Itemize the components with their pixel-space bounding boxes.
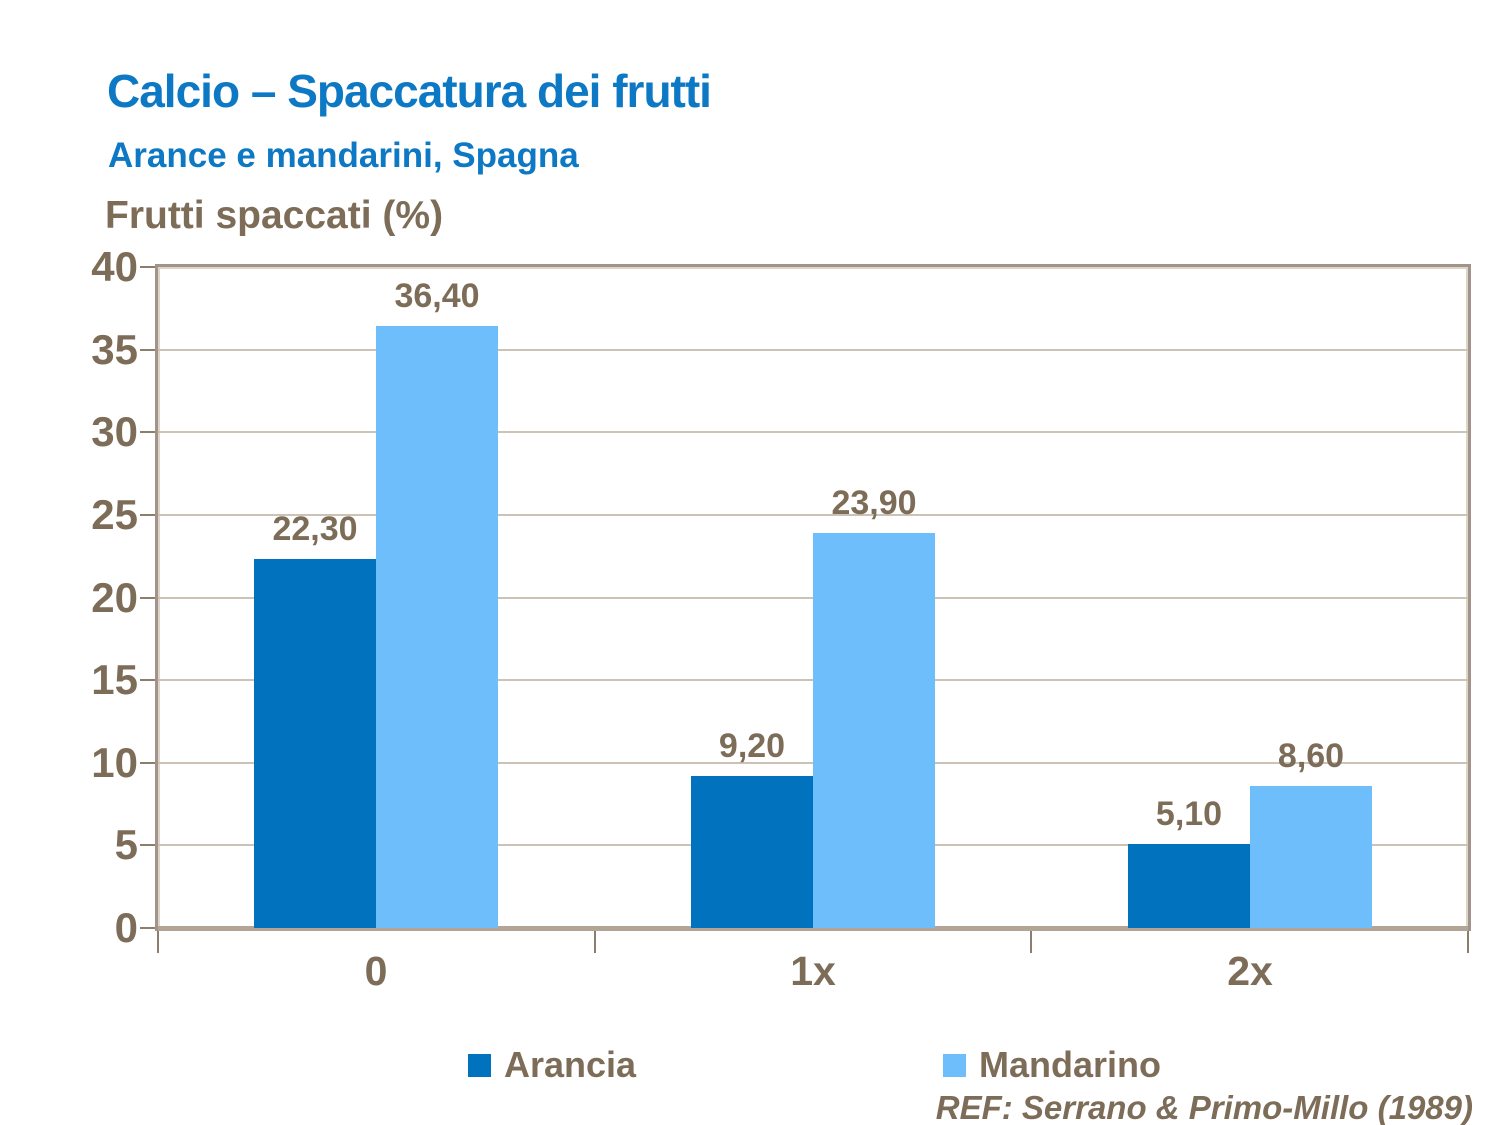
bar-arancia-2x bbox=[1128, 844, 1250, 928]
y-axis-tick-40 bbox=[140, 266, 155, 268]
bar-mandarino-1x bbox=[813, 533, 935, 928]
x-axis-tick-0 bbox=[157, 931, 159, 953]
x-axis-label-1x: 1x bbox=[790, 948, 836, 994]
legend-item-mandarino: Mandarino bbox=[943, 1044, 1161, 1085]
bar-arancia-0 bbox=[254, 559, 376, 928]
x-axis-tick-2 bbox=[1030, 931, 1032, 953]
bar-value-label-mandarino-0: 36,40 bbox=[394, 277, 480, 315]
chart-y-axis-title: Frutti spaccati (%) bbox=[105, 194, 444, 237]
gridline-25 bbox=[158, 513, 1468, 516]
bar-value-label-arancia-1x: 9,20 bbox=[718, 727, 786, 765]
gridline-35 bbox=[158, 348, 1468, 351]
y-axis-label-15: 15 bbox=[91, 656, 138, 704]
bar-value-label-mandarino-2x: 8,60 bbox=[1277, 737, 1345, 775]
y-axis-label-35: 35 bbox=[91, 325, 138, 373]
y-axis-tick-5 bbox=[140, 844, 155, 847]
bar-mandarino-2x bbox=[1250, 786, 1372, 928]
y-axis-tick-35 bbox=[140, 348, 155, 351]
y-axis-tick-0 bbox=[140, 927, 155, 929]
bar-value-label-mandarino-1x: 23,90 bbox=[831, 484, 917, 522]
x-axis-label-2x: 2x bbox=[1227, 948, 1273, 994]
plot-area: 22,30 36,40 9,20 23,90 5,10 8,60 bbox=[155, 264, 1471, 931]
y-axis-tick-25 bbox=[140, 513, 155, 516]
y-axis-label-30: 30 bbox=[91, 408, 138, 456]
legend-label-arancia: Arancia bbox=[504, 1044, 637, 1085]
legend-label-mandarino: Mandarino bbox=[979, 1044, 1162, 1085]
y-axis-label-20: 20 bbox=[91, 573, 138, 621]
page-title: Calcio – Spaccatura dei frutti bbox=[107, 65, 712, 117]
legend-swatch-arancia-icon bbox=[468, 1053, 491, 1077]
y-axis-tick-20 bbox=[140, 596, 155, 599]
x-axis-label-0: 0 bbox=[364, 948, 388, 994]
bar-mandarino-0 bbox=[376, 326, 498, 928]
legend-swatch-mandarino-icon bbox=[943, 1053, 966, 1077]
y-axis-label-5: 5 bbox=[114, 821, 138, 869]
bar-value-label-arancia-2x: 5,10 bbox=[1155, 795, 1223, 833]
y-axis-tick-30 bbox=[140, 431, 155, 434]
page-subtitle: Arance e mandarini, Spagna bbox=[108, 136, 579, 175]
x-axis-line bbox=[158, 926, 1468, 931]
x-axis-tick-3 bbox=[1467, 931, 1469, 953]
y-axis-label-25: 25 bbox=[91, 490, 138, 538]
x-axis-tick-1 bbox=[594, 931, 596, 953]
y-axis-label-10: 10 bbox=[91, 738, 138, 786]
reference-citation: REF: Serrano & Primo-Millo (1989) bbox=[935, 1089, 1473, 1125]
y-axis-tick-10 bbox=[140, 761, 155, 764]
y-axis-tick-15 bbox=[140, 679, 155, 682]
legend-item-arancia: Arancia bbox=[468, 1044, 636, 1085]
y-axis-label-40: 40 bbox=[91, 243, 138, 290]
gridline-30 bbox=[158, 431, 1468, 434]
bar-value-label-arancia-0: 22,30 bbox=[272, 510, 358, 548]
y-axis-label-0: 0 bbox=[114, 904, 138, 951]
bar-arancia-1x bbox=[691, 776, 813, 928]
